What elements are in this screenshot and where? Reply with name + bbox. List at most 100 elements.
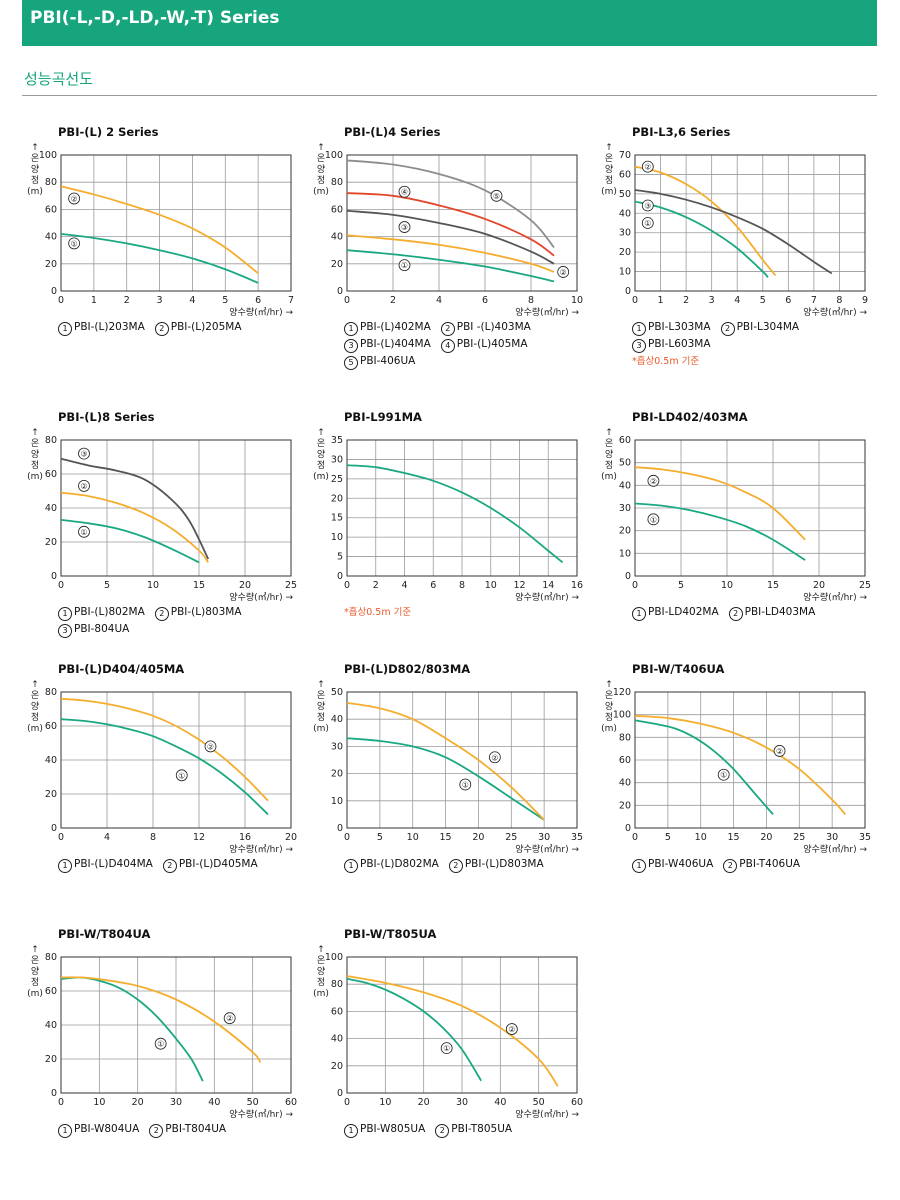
- chart-title: PBI-(L)D404/405MA: [58, 662, 185, 676]
- y-tick-label: 10: [331, 532, 343, 543]
- y-tick-label: 0: [337, 286, 343, 297]
- x-tick-label: 3: [157, 295, 163, 306]
- legend-marker: 3: [58, 624, 72, 638]
- legend-label: PBI-W804UA: [74, 1123, 140, 1135]
- y-axis-label: ↑ 온 양 정 (m): [27, 680, 43, 734]
- legend-item: 1 PBI-L303MA: [632, 319, 711, 336]
- series-line: [346, 977, 482, 1082]
- legend-marker: 2: [162, 859, 177, 873]
- chart: PBI-(L)8 Series ↑ 온 양 정 (m) 0 5 10 15 20 25 0 20 40 60 8…: [24, 410, 304, 660]
- legend-marker: 2: [154, 322, 169, 336]
- chart-title: PBI-(L) 2 Series: [58, 125, 159, 139]
- series-marker-label: ③: [80, 450, 87, 459]
- page-title: PBI(-L,-D,-LD,-W,-T) Series: [30, 8, 280, 28]
- x-tick-label: 50: [247, 1097, 259, 1108]
- x-tick-label: 4: [104, 832, 110, 843]
- x-tick-label: 1: [91, 295, 97, 306]
- chart-plot: 0 1 2 3 4 5 6 7 8 9 0 10 20 30 40 50 60 70 양수량(㎥/hr) → ① ② ③: [619, 150, 868, 318]
- y-tick-label: 60: [619, 755, 631, 766]
- x-tick-label: 8: [459, 580, 465, 591]
- chart-legend: 1 PBI-LD402MA 2 PBI-LD403MA: [632, 604, 825, 621]
- y-tick-label: 80: [45, 177, 57, 188]
- series-marker-label: ①: [462, 780, 469, 789]
- x-tick-label: 0: [344, 1097, 350, 1108]
- legend-marker: 3: [632, 339, 646, 353]
- y-tick-label: 60: [45, 721, 57, 732]
- x-tick-label: 25: [505, 832, 517, 843]
- x-tick-label: 40: [208, 1097, 220, 1108]
- y-tick-label: 50: [619, 189, 631, 200]
- y-tick-label: 15: [331, 513, 343, 524]
- x-tick-label: 0: [344, 295, 350, 306]
- legend-item: 2 PBI-(L)D405MA: [162, 856, 258, 873]
- x-tick-label: 5: [760, 295, 766, 306]
- y-tick-label: 0: [625, 823, 631, 834]
- legend-marker: 2: [154, 607, 169, 621]
- y-tick-label: 50: [331, 687, 343, 698]
- y-tick-label: 40: [619, 208, 631, 219]
- series-marker-label: ①: [443, 1044, 450, 1053]
- y-tick-label: 40: [619, 480, 631, 491]
- y-tick-label: 25: [331, 474, 343, 485]
- legend-label: PBI-(L)D404MA: [74, 858, 153, 870]
- series-marker-circle: [773, 745, 786, 757]
- chart: PBI-(L)4 Series ↑ 온 양 정 (m) 0 2 4 6 8 10 0 20 40 60 80 10…: [310, 125, 590, 375]
- x-tick-label: 20: [239, 580, 251, 591]
- chart-note: *흡상0.5m 기준: [632, 356, 700, 367]
- series-line: [60, 697, 269, 802]
- legend-item: 2 PBI-(L)D803MA: [448, 856, 544, 873]
- x-tick-label: 60: [285, 1097, 297, 1108]
- legend-marker: 5: [344, 356, 358, 370]
- series-line: [60, 976, 262, 1063]
- legend-marker: 4: [440, 339, 455, 353]
- x-tick-label: 7: [811, 295, 817, 306]
- series-marker-circle: [223, 1012, 236, 1025]
- y-tick-label: 0: [51, 823, 57, 834]
- chart-title: PBI-L991MA: [344, 410, 422, 424]
- legend-item: 1 PBI-W804UA: [58, 1121, 139, 1138]
- plot-frame: [634, 439, 866, 577]
- x-axis-label: 양수량(㎥/hr) →: [515, 1108, 579, 1120]
- y-tick-label: 0: [337, 823, 343, 834]
- legend-item: 2 PBI-(L)205MA: [154, 319, 242, 336]
- series-marker-label: ②: [80, 482, 87, 491]
- chart-legend: 1 PBI-W406UA 2 PBI-T406UA: [632, 856, 810, 873]
- x-tick-label: 2: [124, 295, 130, 306]
- legend-row: 3 PBI-(L)404MA 4 PBI-(L)405MA: [344, 336, 541, 353]
- x-axis-label: 양수량(㎥/hr) →: [803, 843, 867, 855]
- series-line: [634, 165, 777, 277]
- series-line: [634, 719, 774, 815]
- x-tick-label: 5: [222, 295, 228, 306]
- y-tick-label: 40: [45, 503, 57, 514]
- legend-marker: 1: [632, 607, 646, 621]
- legend-marker: 1: [58, 607, 72, 621]
- x-tick-label: 4: [189, 295, 195, 306]
- legend-row: 1 PBI-(L)402MA 2 PBI -(L)403MA: [344, 319, 541, 336]
- y-axis-label: ↑ 온 양 정 (m): [27, 945, 43, 999]
- chart-legend: 1 PBI-(L)D404MA 2 PBI-(L)D405MA: [58, 856, 268, 873]
- legend-marker: 3: [344, 339, 358, 353]
- y-axis-label: ↑ 온 양 정 (m): [27, 143, 43, 197]
- y-tick-label: 0: [625, 286, 631, 297]
- y-tick-label: 20: [331, 493, 343, 504]
- legend-row: 1 PBI-L303MA 2 PBI-L304MA: [632, 319, 809, 336]
- x-tick-label: 3: [709, 295, 715, 306]
- series-marker-circle: [647, 513, 660, 526]
- y-tick-label: 20: [45, 1054, 57, 1065]
- plot-frame: [60, 956, 292, 1094]
- chart: PBI-(L)D404/405MA ↑ 온 양 정 (m) 0 4 8 12 16 20 0 20 40 60…: [24, 662, 304, 912]
- chart: PBI-L991MA ↑ 온 양 정 (m) 0 2 4 6 8 10 12 14 16 0 5 10 15 20 25…: [310, 410, 590, 660]
- series-line: [346, 737, 545, 821]
- y-tick-label: 0: [51, 286, 57, 297]
- series-marker-circle: [398, 259, 411, 272]
- x-tick-label: 0: [58, 580, 64, 591]
- legend-row: 5 PBI-406UA: [344, 353, 541, 370]
- series-marker-label: ①: [178, 771, 185, 780]
- chart-title: PBI-(L)D802/803MA: [344, 662, 471, 676]
- legend-label: PBI-(L)D802MA: [360, 858, 439, 870]
- series-line: [346, 209, 555, 265]
- y-tick-label: 60: [619, 435, 631, 446]
- legend-item: 5 PBI-406UA: [344, 353, 415, 370]
- x-tick-label: 60: [571, 1097, 583, 1108]
- header-bar: PBI(-L,-D,-LD,-W,-T) Series: [22, 0, 877, 46]
